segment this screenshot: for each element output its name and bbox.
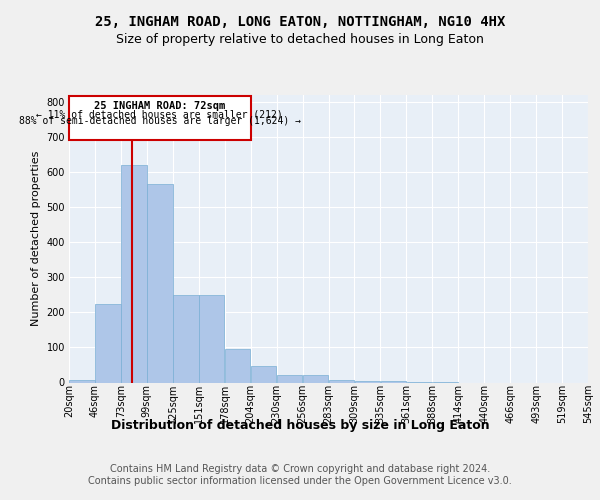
Bar — [225, 349, 250, 382]
Bar — [277, 375, 302, 382]
Bar — [147, 184, 173, 382]
Bar — [69, 380, 95, 382]
Bar — [251, 366, 277, 382]
Bar — [355, 380, 380, 382]
Bar — [329, 380, 354, 382]
Bar — [95, 304, 121, 382]
Bar — [303, 375, 328, 382]
Text: Contains HM Land Registry data © Crown copyright and database right 2024.: Contains HM Land Registry data © Crown c… — [110, 464, 490, 474]
Text: Contains public sector information licensed under the Open Government Licence v3: Contains public sector information licen… — [88, 476, 512, 486]
Text: Size of property relative to detached houses in Long Eaton: Size of property relative to detached ho… — [116, 32, 484, 46]
Text: 25, INGHAM ROAD, LONG EATON, NOTTINGHAM, NG10 4HX: 25, INGHAM ROAD, LONG EATON, NOTTINGHAM,… — [95, 16, 505, 30]
Y-axis label: Number of detached properties: Number of detached properties — [31, 151, 41, 326]
Bar — [173, 295, 199, 382]
Bar — [121, 165, 146, 382]
Text: ← 11% of detached houses are smaller (212): ← 11% of detached houses are smaller (21… — [37, 109, 283, 119]
Bar — [380, 380, 406, 382]
Text: Distribution of detached houses by size in Long Eaton: Distribution of detached houses by size … — [110, 420, 490, 432]
Bar — [69, 96, 251, 140]
Text: 88% of semi-detached houses are larger (1,624) →: 88% of semi-detached houses are larger (… — [19, 116, 301, 126]
Bar — [199, 295, 224, 382]
Text: 25 INGHAM ROAD: 72sqm: 25 INGHAM ROAD: 72sqm — [94, 100, 226, 110]
